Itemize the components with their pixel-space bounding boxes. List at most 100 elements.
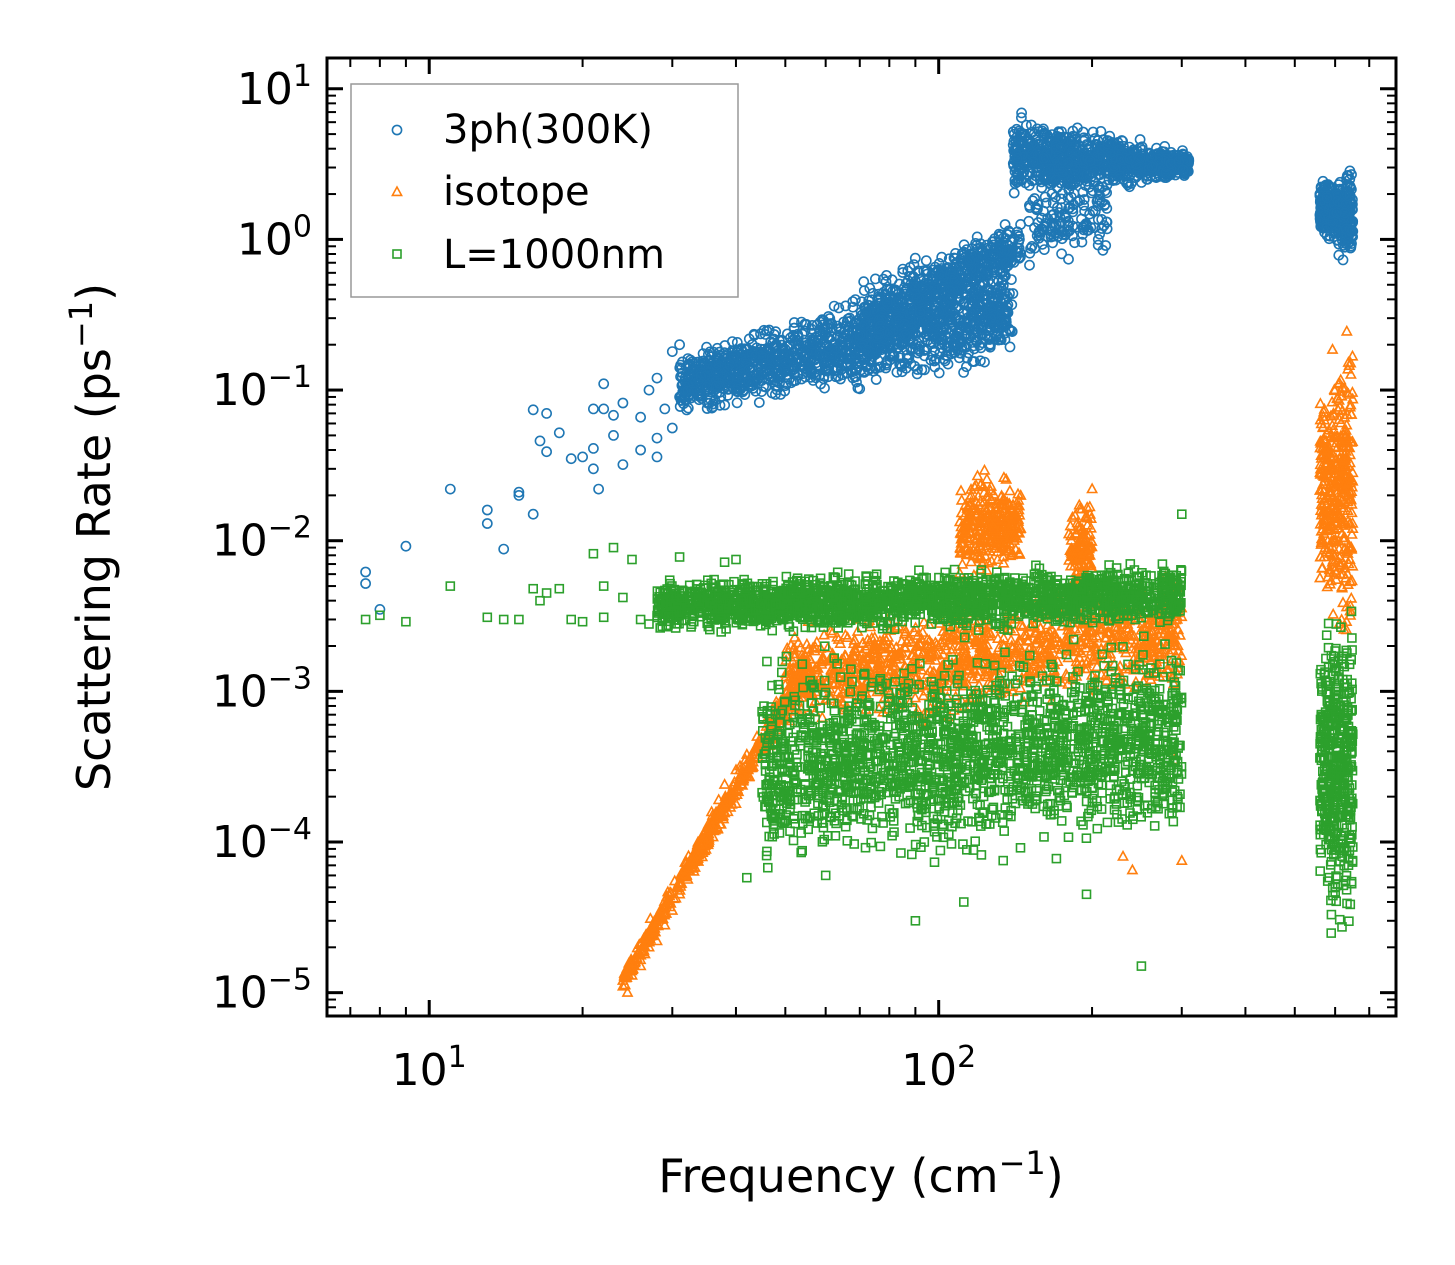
data-point-circle (950, 331, 962, 343)
data-point-circle (903, 351, 915, 363)
data-point-circle (880, 276, 892, 288)
data-point-circle (762, 342, 774, 354)
data-point-circle (899, 329, 911, 341)
data-point-circle (977, 297, 989, 309)
data-point-circle (750, 351, 761, 362)
data-point-circle (899, 318, 910, 330)
data-point-circle (753, 397, 765, 408)
data-point-circle (841, 346, 853, 358)
data-point-circle (751, 369, 763, 381)
data-point-circle (884, 326, 896, 338)
data-point-circle (931, 332, 942, 344)
data-point-circle (896, 366, 908, 378)
data-point-circle (730, 385, 742, 397)
data-point-circle (857, 350, 868, 362)
data-point-circle (800, 371, 811, 383)
data-point-circle (977, 333, 988, 345)
data-point-circle (740, 356, 751, 367)
data-point-circle (760, 358, 772, 370)
data-point-circle (729, 357, 741, 369)
data-point-circle (938, 304, 950, 316)
data-point-circle (723, 373, 734, 385)
data-point-circle (966, 290, 978, 302)
data-point-circle (1007, 288, 1019, 299)
data-point-circle (823, 342, 834, 354)
data-point-circle (773, 348, 785, 360)
data-point-circle (875, 344, 887, 356)
data-point-circle (724, 359, 735, 370)
data-point-circle (953, 352, 965, 364)
data-point-circle (737, 386, 749, 398)
data-point-circle (806, 319, 818, 331)
data-point-circle (834, 351, 846, 363)
data-point-circle (864, 282, 876, 294)
data-point-circle (788, 375, 800, 387)
data-point-circle (985, 313, 997, 324)
data-point-circle (856, 342, 867, 354)
data-point-circle (962, 306, 973, 318)
data-point-circle (806, 334, 818, 346)
data-point-circle (775, 388, 786, 400)
data-point-circle (912, 364, 923, 375)
data-point-circle (772, 365, 783, 377)
data-point-circle (994, 322, 1005, 334)
data-point-circle (861, 361, 872, 373)
data-point-circle (988, 276, 999, 287)
data-point-circle (755, 328, 766, 340)
data-point-circle (893, 341, 904, 353)
data-point-circle (697, 348, 709, 359)
data-point-circle (913, 316, 924, 328)
data-point-circle (833, 354, 844, 365)
data-point-circle (825, 335, 837, 346)
data-point-circle (945, 317, 957, 328)
data-point-circle (964, 317, 976, 329)
data-point-circle (840, 347, 852, 359)
data-point-circle (739, 389, 751, 400)
data-point-circle (955, 323, 966, 334)
data-point-circle (842, 313, 854, 325)
data-point-circle (958, 366, 969, 378)
data-point-circle (919, 345, 930, 356)
data-point-circle (796, 316, 807, 328)
data-point-circle (970, 270, 982, 282)
data-point-circle (926, 350, 938, 362)
data-point-circle (933, 305, 945, 317)
data-point-circle (788, 317, 800, 328)
data-point-circle (858, 276, 870, 288)
data-point-circle (897, 267, 909, 278)
data-point-circle (703, 360, 715, 372)
data-point-circle (961, 361, 972, 373)
data-point-circle (764, 363, 775, 375)
series-3ph(300K) (360, 107, 1359, 615)
data-point-circle (963, 347, 974, 359)
data-point-circle (909, 252, 921, 264)
data-point-circle (982, 275, 994, 287)
data-point-circle (975, 238, 987, 250)
data-point-circle (1000, 316, 1012, 328)
data-point-circle (868, 309, 879, 320)
data-point-circle (799, 325, 811, 337)
data-point-circle (701, 381, 713, 393)
data-point-circle (830, 364, 842, 375)
data-point-circle (1001, 305, 1013, 317)
data-point-circle (792, 331, 804, 343)
data-point-circle (918, 265, 930, 277)
data-point-circle (704, 346, 716, 358)
data-point-circle (881, 359, 892, 371)
data-point-circle (805, 368, 817, 380)
data-point-circle (695, 371, 707, 382)
data-point-circle (1000, 257, 1012, 269)
data-point-circle (822, 319, 834, 330)
data-point-circle (984, 334, 995, 345)
data-point-circle (780, 357, 792, 369)
data-point-circle (912, 343, 924, 355)
data-point-circle (870, 273, 881, 285)
data-point-circle (743, 376, 755, 388)
data-point-circle (847, 372, 859, 384)
data-point-circle (984, 341, 996, 353)
data-point-circle (905, 358, 917, 370)
data-point-circle (850, 294, 861, 305)
data-point-circle (770, 380, 781, 392)
data-point-circle (711, 388, 722, 400)
